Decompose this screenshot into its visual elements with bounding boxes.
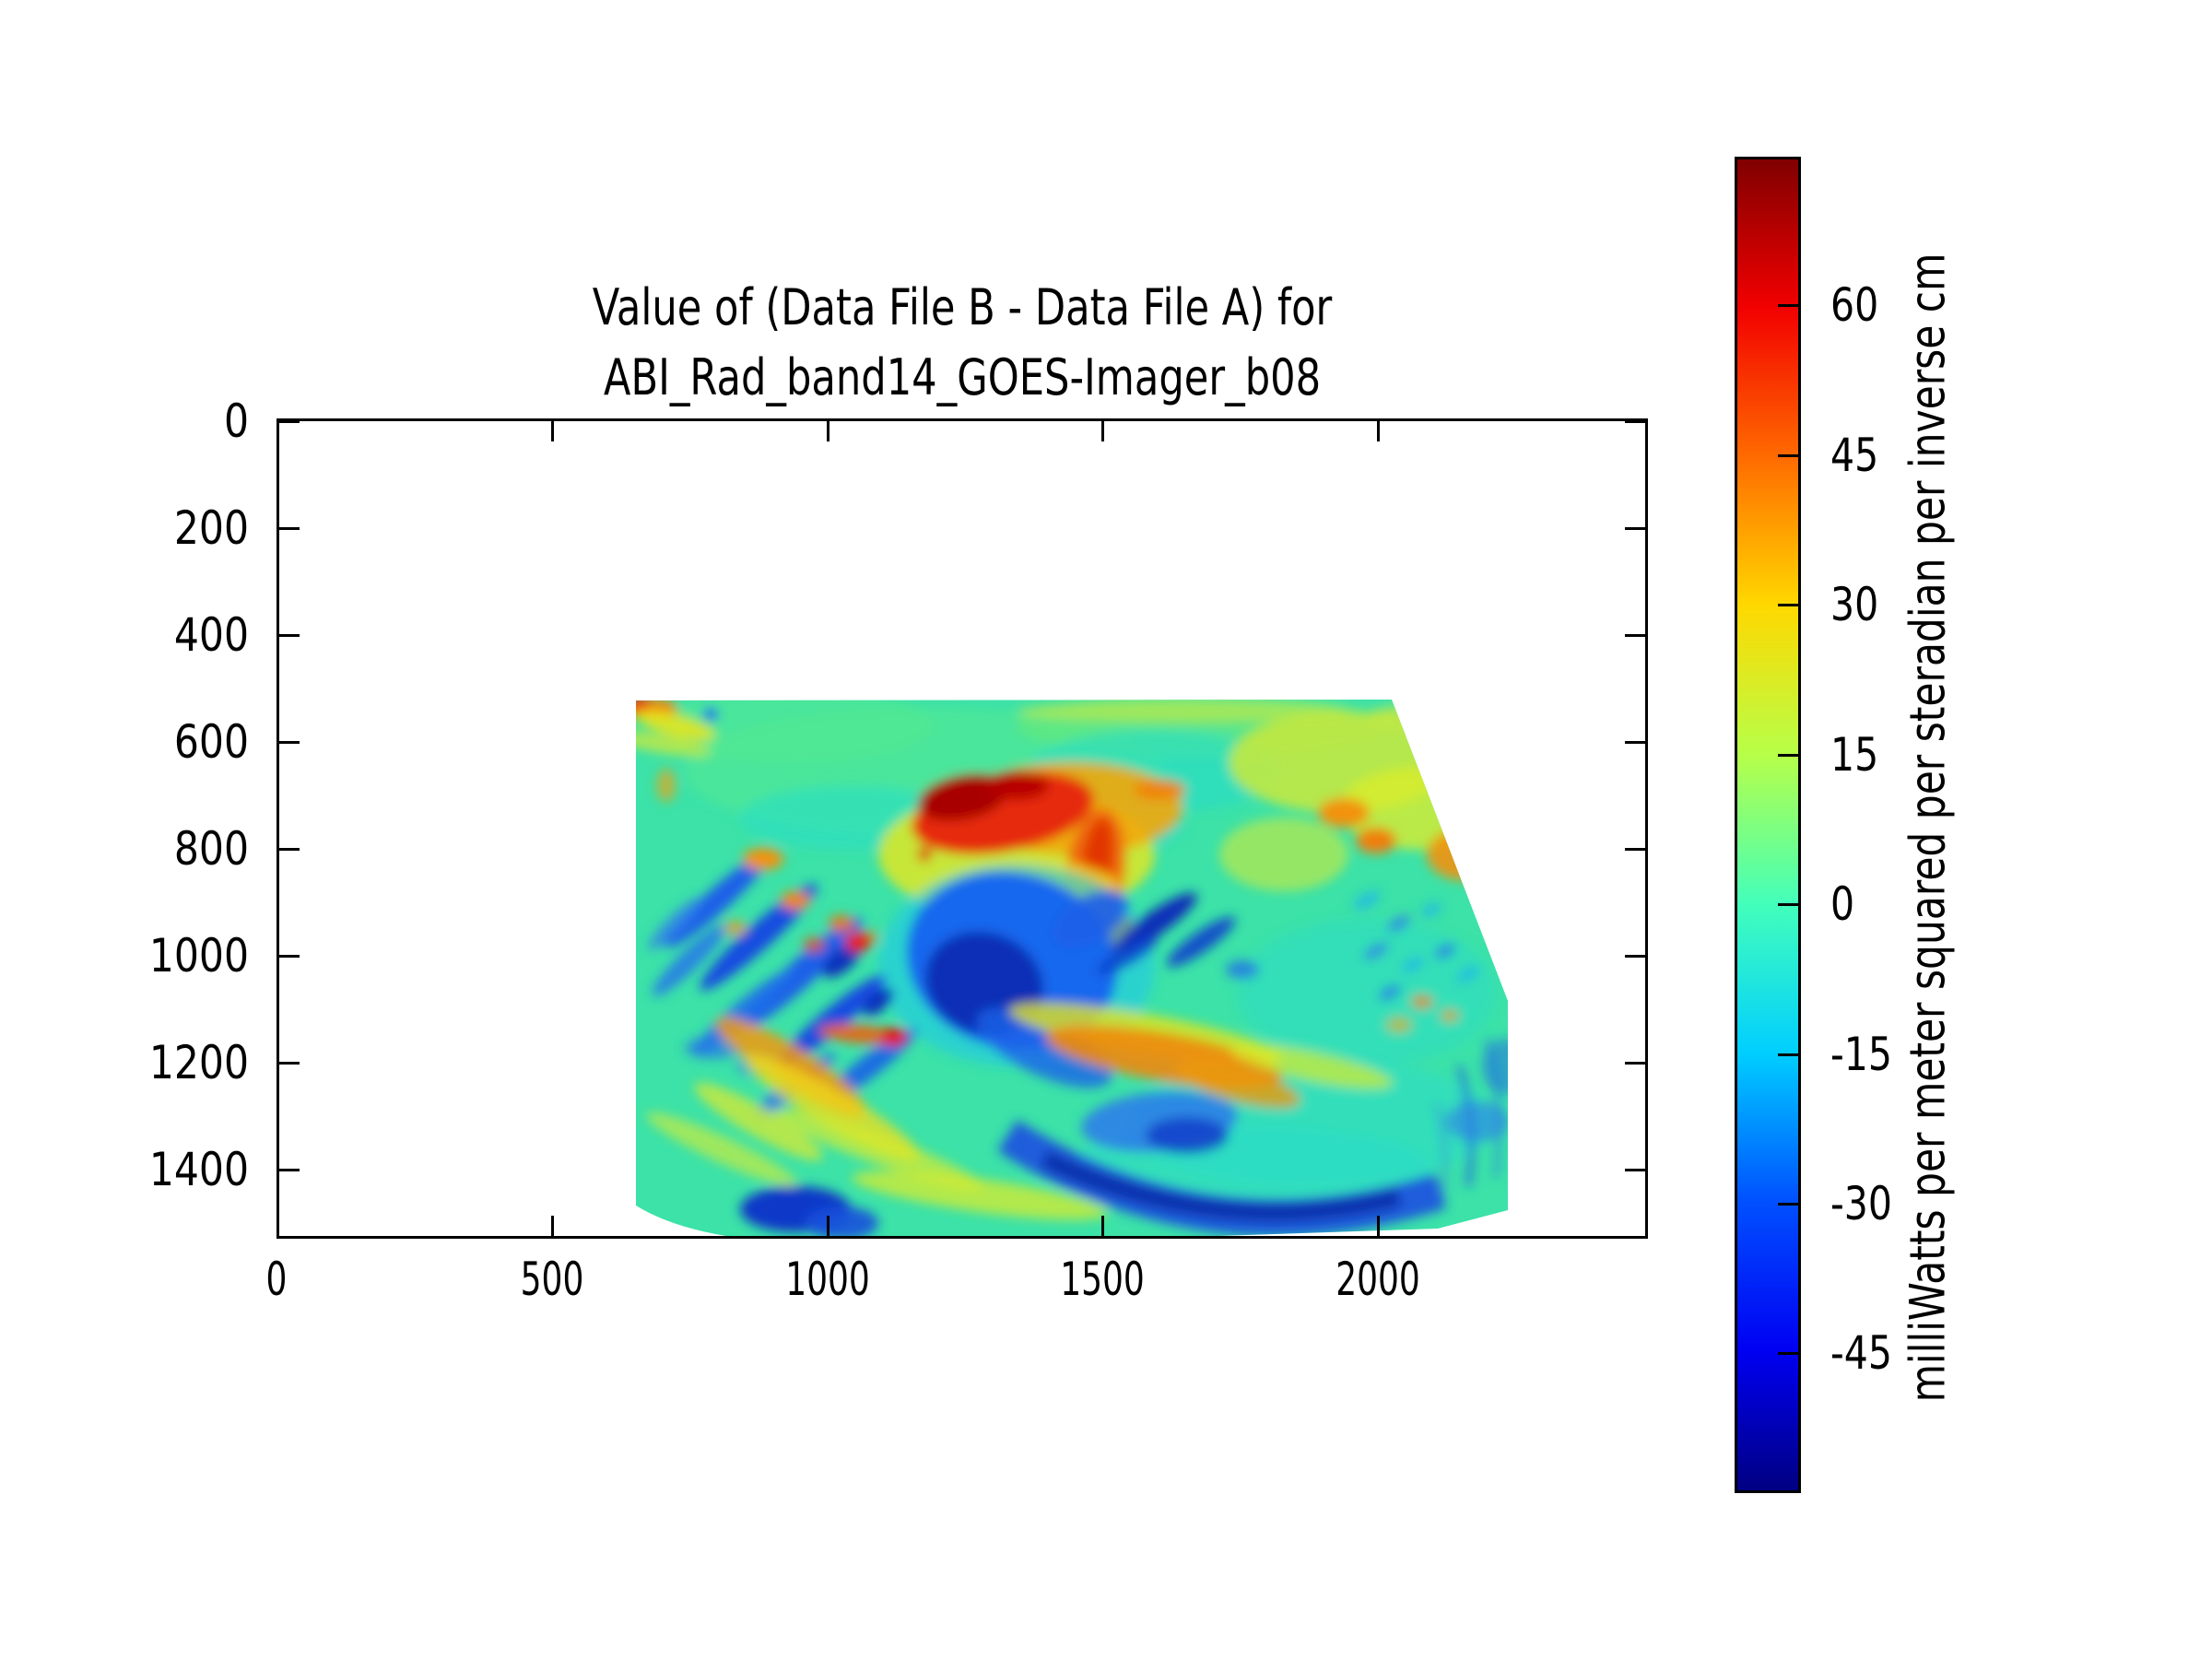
y-tick-left <box>279 741 300 744</box>
plot-title-line2: ABI_Rad_band14_GOES-Imager_b08 <box>603 348 1322 406</box>
x-tick-top <box>1377 421 1381 441</box>
colorbar-tick-label: 15 <box>1830 727 1879 782</box>
x-tick-bottom <box>550 1216 554 1236</box>
right-speckle-field <box>1353 890 1480 1032</box>
colorbar-tick <box>1778 753 1798 757</box>
y-tick-label: 1200 <box>148 1036 249 1089</box>
colorbar-tick-label: 30 <box>1830 578 1879 632</box>
x-tick-top <box>826 421 830 441</box>
y-tick-label: 1000 <box>148 929 249 982</box>
difference-image <box>636 700 1508 1236</box>
y-tick-label: 600 <box>173 715 249 769</box>
y-tick-label: 0 <box>223 394 249 448</box>
colorbar-tick <box>1778 903 1798 907</box>
y-tick-left <box>279 848 300 851</box>
x-tick-bottom <box>1101 1216 1105 1236</box>
bottom-blue-arc <box>997 1091 1447 1236</box>
right-edge-streaks <box>1433 1038 1508 1196</box>
colorbar-tick <box>1778 1352 1798 1356</box>
y-tick-right <box>1625 634 1645 637</box>
y-tick-label: 200 <box>173 501 249 555</box>
colorbar-axis-label: milliWatts per meter squared per steradi… <box>1900 253 1957 1403</box>
y-tick-left <box>279 1169 300 1171</box>
x-tick-label: 1500 <box>1060 1253 1146 1306</box>
anomaly-blobs <box>636 700 1508 1236</box>
y-tick-right <box>1625 527 1645 530</box>
colorbar-tick-label: 45 <box>1830 428 1879 482</box>
y-tick-right <box>1625 848 1645 851</box>
y-tick-left <box>279 420 300 423</box>
colorbar-tick-label: -30 <box>1830 1176 1892 1230</box>
colorbar-tick-label: 60 <box>1830 278 1879 333</box>
y-tick-right <box>1625 420 1645 423</box>
y-tick-label: 400 <box>173 608 249 662</box>
colorbar-tick-label: -15 <box>1830 1027 1892 1081</box>
y-tick-label: 800 <box>173 822 249 876</box>
x-tick-label: 1000 <box>784 1253 870 1306</box>
x-tick-top <box>550 421 554 441</box>
colorbar-tick <box>1778 604 1798 607</box>
x-tick-label: 0 <box>265 1253 288 1306</box>
swath-region <box>636 700 1508 1236</box>
small-red-spot <box>845 932 871 952</box>
x-tick-label: 2000 <box>1335 1253 1420 1306</box>
bottom-orange-band <box>1009 1003 1394 1109</box>
colorbar-tick <box>1778 1053 1798 1056</box>
y-tick-right <box>1625 1169 1645 1171</box>
x-tick-top <box>1101 421 1105 441</box>
y-tick-left <box>279 634 300 637</box>
y-tick-left <box>279 955 300 958</box>
plot-title-line1: Value of (Data File B - Data File A) for <box>592 278 1333 336</box>
x-tick-label: 500 <box>520 1253 584 1306</box>
x-tick-bottom <box>1377 1216 1381 1236</box>
colorbar-tick <box>1778 1202 1798 1206</box>
y-tick-right <box>1625 955 1645 958</box>
colorbar-tick <box>1778 453 1798 457</box>
y-tick-right <box>1625 1062 1645 1065</box>
colorbar-tick <box>1778 304 1798 308</box>
y-tick-right <box>1625 741 1645 744</box>
nw-corner-cluster <box>636 700 718 802</box>
y-tick-left <box>279 1062 300 1065</box>
y-tick-left <box>279 527 300 530</box>
x-tick-bottom <box>826 1216 830 1236</box>
warm-diagonal-bands <box>646 1017 1108 1220</box>
colorbar <box>1735 157 1801 1493</box>
colorbar-tick-label: 0 <box>1830 877 1855 932</box>
colorbar-tick-label: -45 <box>1830 1326 1892 1381</box>
plot-title: Value of (Data File B - Data File A) for… <box>409 273 1515 413</box>
y-tick-label: 1400 <box>148 1143 249 1196</box>
